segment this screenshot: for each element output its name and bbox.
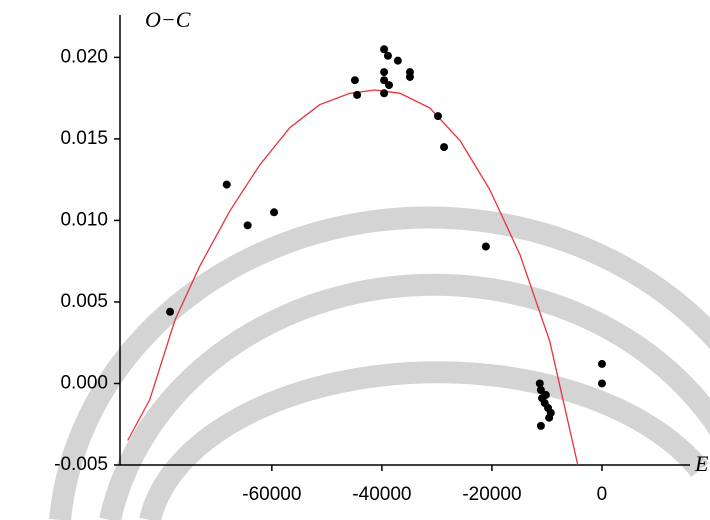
x-axis-title: E	[694, 451, 709, 476]
data-point	[535, 379, 544, 388]
data-point	[353, 90, 362, 99]
data-point	[481, 242, 490, 251]
x-tick-label: -40000	[352, 484, 411, 505]
data-point	[405, 72, 414, 81]
data-point	[222, 180, 231, 189]
data-point	[440, 143, 449, 152]
data-point	[546, 408, 555, 417]
x-tick-label: 0	[597, 484, 608, 505]
data-point	[434, 112, 443, 121]
data-point	[536, 421, 545, 430]
data-point	[393, 56, 402, 65]
fit-curve	[127, 89, 579, 466]
y-tick-label: 0.020	[60, 46, 108, 67]
x-tick-label: -60000	[242, 484, 301, 505]
y-tick-label: 0.010	[60, 209, 108, 230]
data-point	[380, 68, 389, 77]
data-point	[166, 307, 175, 316]
data-point	[385, 81, 394, 90]
data-point	[350, 76, 359, 85]
y-axis-title: O−C	[145, 7, 191, 32]
data-point	[243, 221, 252, 230]
y-tick-label: 0.005	[60, 291, 108, 312]
data-point	[383, 51, 392, 60]
data-point	[380, 89, 389, 98]
data-point	[270, 208, 279, 217]
x-tick-label: -20000	[462, 484, 521, 505]
data-point	[536, 386, 545, 394]
data-point	[597, 359, 606, 368]
data-point	[541, 390, 550, 399]
data-point	[380, 45, 389, 54]
y-tick-label: -0.005	[54, 454, 108, 475]
y-tick-label: 0.015	[60, 128, 108, 149]
y-tick-label: 0.000	[60, 372, 108, 393]
watermark	[49, 206, 710, 520]
data-point	[380, 76, 389, 85]
data-point	[597, 379, 606, 388]
